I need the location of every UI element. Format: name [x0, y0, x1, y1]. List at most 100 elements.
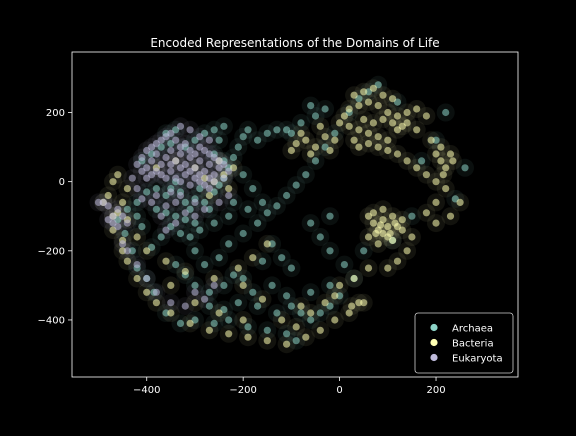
point-bacteria-91 [369, 219, 377, 227]
point-bacteria-82 [374, 143, 382, 151]
y-tick-label: 200 [46, 108, 65, 119]
point-bacteria-106 [372, 229, 380, 238]
point-archaea-48 [311, 112, 320, 120]
point-eukaryota-5 [167, 146, 175, 155]
point-eukaryota-90 [138, 195, 146, 203]
point-bacteria-76 [369, 119, 377, 127]
point-bacteria-95 [389, 236, 397, 244]
point-archaea-47 [307, 102, 315, 110]
point-archaea-139 [225, 212, 233, 220]
point-archaea-94 [172, 212, 180, 220]
point-archaea-12 [263, 326, 271, 334]
point-archaea-95 [181, 216, 189, 224]
point-archaea-113 [340, 261, 348, 269]
point-archaea-120 [442, 108, 450, 117]
point-archaea-42 [263, 129, 271, 137]
point-bacteria-123 [384, 264, 392, 272]
point-archaea-92 [152, 205, 160, 213]
point-bacteria-11 [225, 330, 233, 338]
point-bacteria-59 [350, 136, 358, 144]
point-eukaryota-74 [152, 288, 160, 296]
point-eukaryota-59 [167, 188, 175, 196]
point-eukaryota-46 [191, 150, 199, 158]
point-eukaryota-85 [148, 198, 156, 206]
point-archaea-72 [157, 233, 165, 241]
point-eukaryota-72 [133, 261, 141, 269]
point-bacteria-144 [123, 185, 131, 193]
point-eukaryota-70 [119, 240, 127, 248]
point-eukaryota-68 [104, 216, 112, 224]
point-bacteria-97 [364, 233, 373, 241]
point-archaea-121 [461, 164, 469, 172]
point-archaea-99 [138, 223, 146, 231]
point-bacteria-6 [143, 288, 151, 296]
point-archaea-112 [326, 247, 334, 255]
x-tick-label: 200 [426, 385, 445, 396]
point-bacteria-131 [249, 254, 257, 262]
point-archaea-15 [307, 316, 315, 324]
point-bacteria-0 [104, 191, 112, 200]
point-bacteria-66 [393, 112, 402, 120]
point-eukaryota-42 [172, 136, 180, 144]
plot-frame [71, 51, 519, 378]
point-archaea-51 [210, 126, 218, 134]
point-eukaryota-91 [133, 185, 141, 193]
point-archaea-64 [254, 219, 262, 227]
point-bacteria-62 [355, 102, 363, 110]
point-eukaryota-88 [196, 133, 204, 141]
point-eukaryota-89 [205, 136, 213, 144]
point-bacteria-15 [302, 333, 310, 341]
point-eukaryota-98 [215, 198, 223, 206]
point-archaea-118 [273, 309, 281, 317]
point-archaea-89 [234, 299, 242, 307]
point-archaea-104 [311, 157, 320, 165]
point-eukaryota-57 [205, 185, 213, 193]
point-bacteria-14 [283, 340, 291, 348]
point-archaea-78 [220, 281, 228, 289]
point-bacteria-47 [287, 146, 295, 155]
point-archaea-101 [283, 191, 291, 200]
point-eukaryota-65 [114, 223, 122, 231]
point-archaea-87 [283, 292, 291, 300]
point-eukaryota-75 [167, 299, 175, 307]
point-archaea-138 [210, 219, 218, 227]
point-bacteria-21 [307, 309, 315, 317]
point-bacteria-124 [364, 264, 373, 272]
point-bacteria-80 [355, 143, 363, 151]
point-bacteria-72 [369, 84, 377, 92]
point-eukaryota-81 [172, 219, 180, 227]
point-eukaryota-77 [191, 288, 199, 296]
point-bacteria-101 [379, 205, 387, 213]
x-tick-label: 0 [336, 385, 342, 396]
point-bacteria-129 [456, 198, 464, 206]
point-bacteria-8 [167, 309, 175, 317]
point-bacteria-77 [379, 115, 387, 123]
point-archaea-45 [287, 129, 295, 137]
y-tick-label: 0 [59, 177, 65, 188]
point-bacteria-7 [152, 299, 160, 307]
point-bacteria-20 [297, 302, 305, 310]
point-archaea-1 [121, 229, 129, 238]
point-bacteria-4 [123, 257, 131, 265]
point-bacteria-54 [374, 133, 382, 141]
point-eukaryota-76 [181, 302, 189, 310]
scatter-points [94, 81, 469, 348]
point-bacteria-102 [389, 212, 397, 220]
point-bacteria-139 [119, 198, 127, 206]
point-eukaryota-80 [162, 226, 170, 234]
point-eukaryota-71 [123, 247, 131, 255]
point-eukaryota-34 [133, 160, 141, 168]
point-archaea-84 [278, 254, 286, 262]
series-eukaryota [94, 122, 233, 310]
point-bacteria-122 [393, 257, 402, 265]
point-archaea-22 [152, 185, 160, 193]
point-bacteria-83 [384, 146, 392, 155]
point-bacteria-58 [413, 126, 421, 134]
point-bacteria-75 [360, 115, 368, 123]
point-bacteria-79 [398, 122, 406, 130]
point-archaea-111 [316, 233, 324, 241]
point-bacteria-10 [205, 326, 213, 334]
point-archaea-97 [133, 212, 141, 220]
point-archaea-38 [234, 143, 242, 151]
point-archaea-62 [258, 198, 267, 206]
